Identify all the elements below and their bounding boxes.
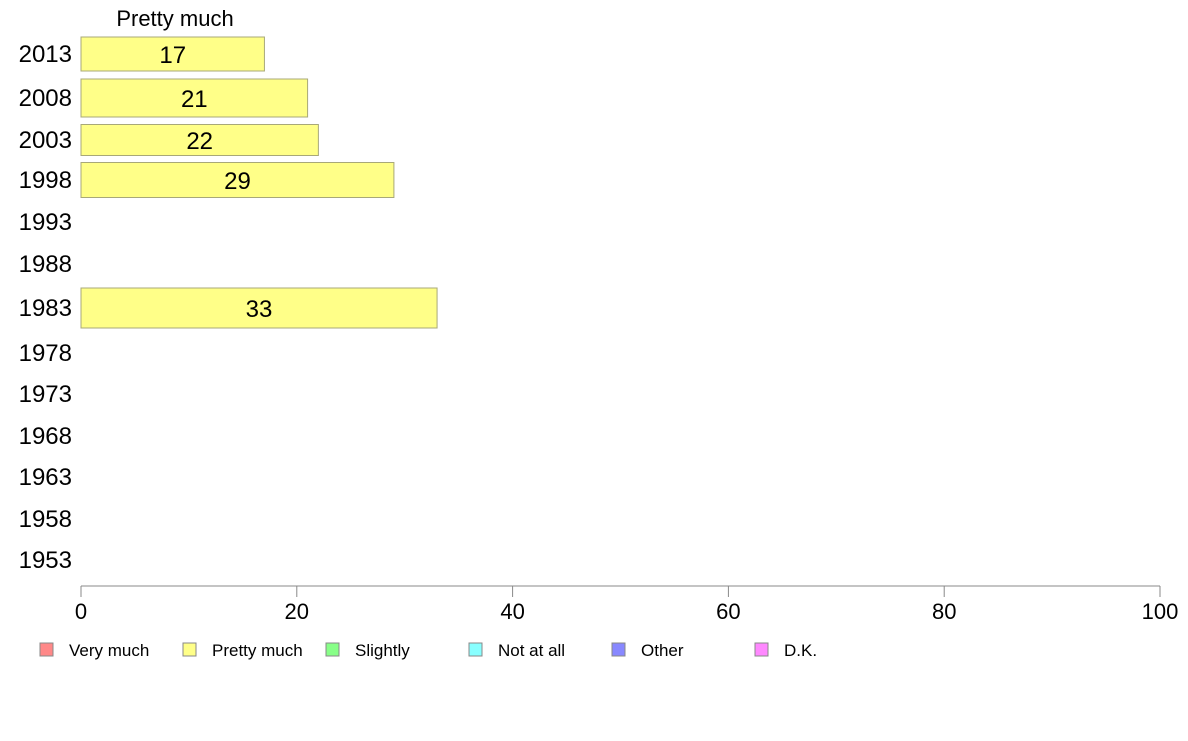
legend-label-pretty-much: Pretty much — [212, 641, 303, 660]
legend-label-not-at-all: Not at all — [498, 641, 565, 660]
x-tick-label-80: 80 — [932, 599, 956, 624]
legend-swatch-d-k — [754, 642, 769, 657]
legend-swatch-very-much — [39, 642, 54, 657]
legend-label-very-much: Very much — [69, 641, 149, 660]
legend: Very much Pretty much Slightly Not at all Ot… — [39, 641, 817, 660]
legend-swatch-pretty-much — [182, 642, 197, 657]
y-tick-label-1973: 1973 — [19, 381, 72, 408]
y-tick-label-1968: 1968 — [19, 423, 72, 450]
bar-2003 — [80, 124, 319, 156]
y-tick-label-1958: 1958 — [19, 506, 72, 533]
y-tick-label-1998: 1998 — [19, 167, 72, 194]
bar-label-1983: 33 — [246, 296, 273, 323]
bar-label-1998: 29 — [224, 168, 251, 195]
legend-swatch-other — [611, 642, 626, 657]
x-tick-label-40: 40 — [500, 599, 524, 624]
x-tick-label-20: 20 — [285, 599, 309, 624]
bar-data-labels: 17 21 22 29 33 — [159, 42, 272, 323]
legend-label-other: Other — [641, 641, 684, 660]
series-header-label: Pretty much — [116, 6, 233, 31]
bar-label-2003: 22 — [186, 128, 213, 155]
y-tick-label-1993: 1993 — [19, 209, 72, 236]
x-axis: 0 20 40 60 80 100 — [75, 585, 1179, 624]
legend-swatch-slightly — [325, 642, 340, 657]
bar-1998 — [80, 162, 395, 198]
legend-label-slightly: Slightly — [355, 641, 410, 660]
bar-2008 — [80, 78, 309, 118]
y-tick-label-2013: 2013 — [19, 41, 72, 68]
legend-label-d-k: D.K. — [784, 641, 817, 660]
y-tick-label-1983: 1983 — [19, 295, 72, 322]
bar-label-2008: 21 — [181, 86, 208, 113]
bar-1983 — [80, 287, 438, 329]
x-tick-label-100: 100 — [1142, 599, 1179, 624]
x-tick-label-0: 0 — [75, 599, 87, 624]
bar-2013 — [80, 36, 265, 72]
x-tick-label-60: 60 — [716, 599, 740, 624]
y-tick-label-2003: 2003 — [19, 127, 72, 154]
y-tick-label-1978: 1978 — [19, 340, 72, 367]
bar-label-2013: 17 — [159, 42, 186, 69]
y-tick-label-1988: 1988 — [19, 251, 72, 278]
y-tick-label-1953: 1953 — [19, 547, 72, 574]
y-tick-label-2008: 2008 — [19, 85, 72, 112]
legend-swatch-not-at-all — [468, 642, 483, 657]
y-axis-tick-labels: 2013 2008 2003 1998 1993 1988 1983 1978 1973 1968… — [19, 41, 72, 574]
y-tick-label-1963: 1963 — [19, 464, 72, 491]
bar-series — [80, 36, 438, 329]
